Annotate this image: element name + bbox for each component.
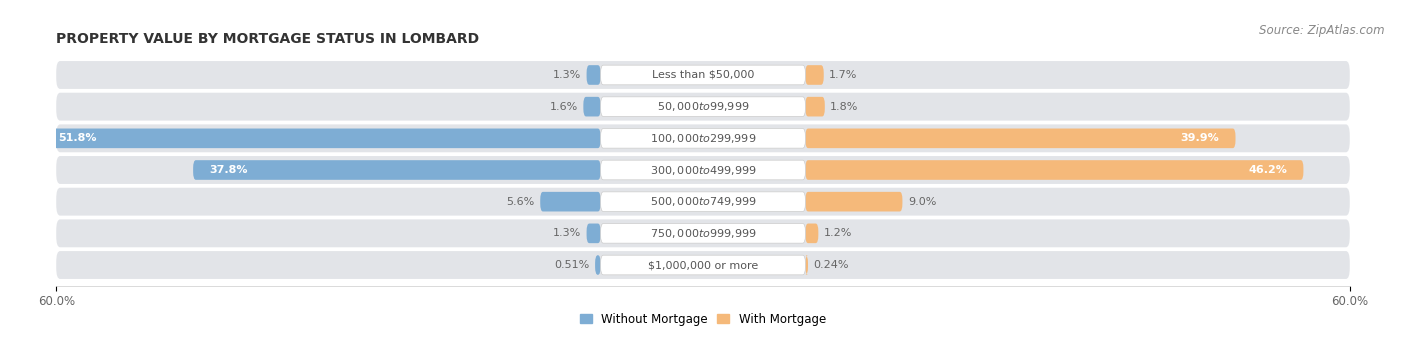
- Legend: Without Mortgage, With Mortgage: Without Mortgage, With Mortgage: [575, 308, 831, 330]
- FancyBboxPatch shape: [600, 223, 806, 243]
- Text: 9.0%: 9.0%: [908, 197, 936, 207]
- FancyBboxPatch shape: [600, 160, 806, 180]
- FancyBboxPatch shape: [583, 97, 600, 117]
- Text: $500,000 to $749,999: $500,000 to $749,999: [650, 195, 756, 208]
- FancyBboxPatch shape: [56, 93, 1350, 121]
- Text: Less than $50,000: Less than $50,000: [652, 70, 754, 80]
- Text: 1.3%: 1.3%: [553, 228, 581, 238]
- FancyBboxPatch shape: [56, 61, 1350, 89]
- Text: 1.8%: 1.8%: [830, 102, 859, 112]
- FancyBboxPatch shape: [600, 97, 806, 117]
- Text: $50,000 to $99,999: $50,000 to $99,999: [657, 100, 749, 113]
- FancyBboxPatch shape: [600, 255, 806, 275]
- Text: 46.2%: 46.2%: [1249, 165, 1288, 175]
- FancyBboxPatch shape: [193, 160, 600, 180]
- FancyBboxPatch shape: [56, 156, 1350, 184]
- Text: $300,000 to $499,999: $300,000 to $499,999: [650, 164, 756, 176]
- FancyBboxPatch shape: [600, 129, 806, 148]
- FancyBboxPatch shape: [586, 223, 600, 243]
- Text: 1.2%: 1.2%: [824, 228, 852, 238]
- Text: PROPERTY VALUE BY MORTGAGE STATUS IN LOMBARD: PROPERTY VALUE BY MORTGAGE STATUS IN LOM…: [56, 32, 479, 46]
- Text: 51.8%: 51.8%: [59, 133, 97, 143]
- Text: $750,000 to $999,999: $750,000 to $999,999: [650, 227, 756, 240]
- FancyBboxPatch shape: [600, 192, 806, 211]
- FancyBboxPatch shape: [600, 65, 806, 85]
- Text: 39.9%: 39.9%: [1181, 133, 1219, 143]
- FancyBboxPatch shape: [56, 219, 1350, 247]
- Text: 0.24%: 0.24%: [814, 260, 849, 270]
- FancyBboxPatch shape: [595, 255, 600, 275]
- Text: 1.3%: 1.3%: [553, 70, 581, 80]
- Text: 1.6%: 1.6%: [550, 102, 578, 112]
- Text: 1.7%: 1.7%: [830, 70, 858, 80]
- FancyBboxPatch shape: [540, 192, 600, 211]
- FancyBboxPatch shape: [806, 192, 903, 211]
- FancyBboxPatch shape: [42, 129, 600, 148]
- Text: $100,000 to $299,999: $100,000 to $299,999: [650, 132, 756, 145]
- FancyBboxPatch shape: [56, 251, 1350, 279]
- FancyBboxPatch shape: [56, 124, 1350, 152]
- FancyBboxPatch shape: [806, 97, 825, 117]
- FancyBboxPatch shape: [806, 129, 1236, 148]
- Text: 5.6%: 5.6%: [506, 197, 534, 207]
- FancyBboxPatch shape: [806, 65, 824, 85]
- Text: Source: ZipAtlas.com: Source: ZipAtlas.com: [1260, 24, 1385, 37]
- FancyBboxPatch shape: [806, 160, 1303, 180]
- FancyBboxPatch shape: [56, 188, 1350, 216]
- FancyBboxPatch shape: [586, 65, 600, 85]
- Text: 0.51%: 0.51%: [554, 260, 589, 270]
- Text: 37.8%: 37.8%: [209, 165, 247, 175]
- FancyBboxPatch shape: [806, 255, 808, 275]
- Text: $1,000,000 or more: $1,000,000 or more: [648, 260, 758, 270]
- FancyBboxPatch shape: [806, 223, 818, 243]
